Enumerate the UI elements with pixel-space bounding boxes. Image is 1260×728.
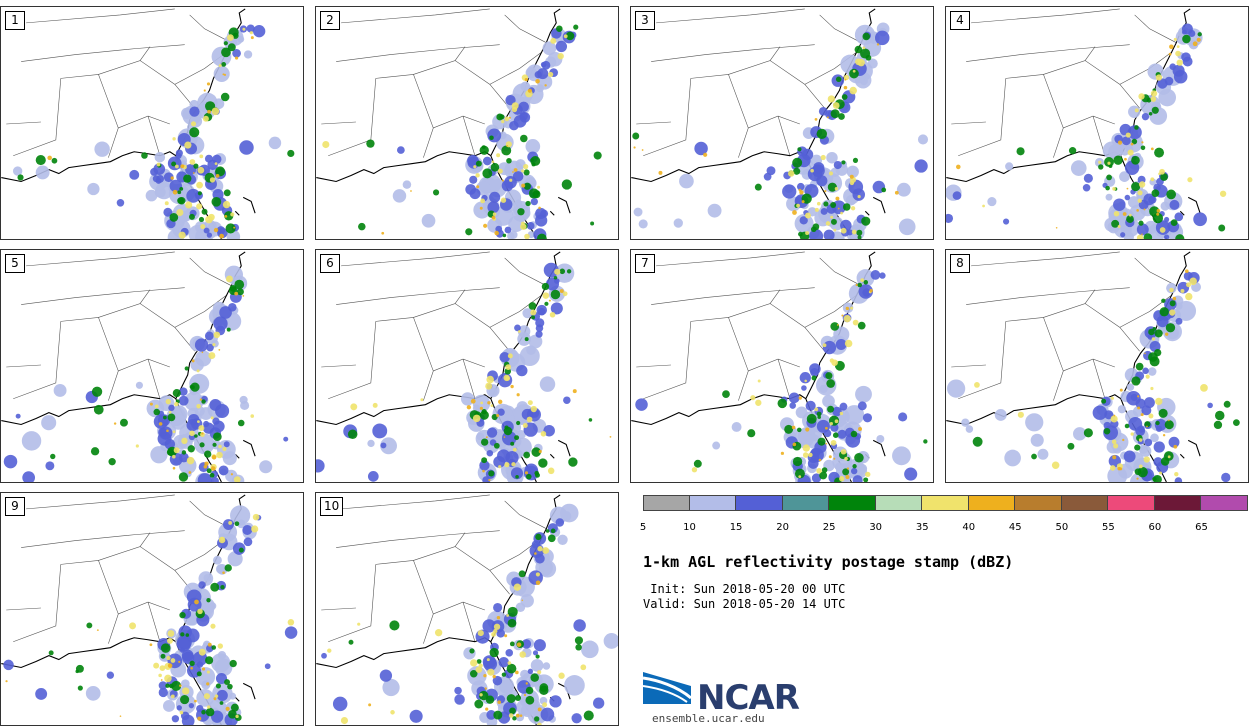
member-number-label: 3 xyxy=(635,11,655,30)
ensemble-member-panel: 8 xyxy=(945,249,1249,483)
plot-title: 1-km AGL reflectivity postage stamp (dBZ… xyxy=(643,553,1014,571)
colorbar-tick-label: 40 xyxy=(962,522,976,533)
init-time: Init: Sun 2018-05-20 00 UTC xyxy=(643,582,846,596)
member-number-label: 2 xyxy=(320,11,340,30)
reflectivity-map xyxy=(946,251,1240,482)
reflectivity-map xyxy=(316,251,612,482)
colorbar-segment xyxy=(922,495,969,511)
reflectivity-map xyxy=(1,8,295,239)
colorbar-segment xyxy=(1154,495,1202,511)
ncar-logo-icon xyxy=(643,672,692,704)
ensemble-member-panel: 5 xyxy=(0,249,304,483)
ensemble-member-panel: 2 xyxy=(315,6,619,240)
valid-time: Valid: Sun 2018-05-20 14 UTC xyxy=(643,597,846,611)
member-number-label: 10 xyxy=(320,497,344,516)
colorbar-tick-label: 50 xyxy=(1055,522,1069,533)
colorbar-segment xyxy=(1061,495,1109,511)
reflectivity-map xyxy=(316,494,618,725)
member-number-label: 9 xyxy=(5,497,25,516)
member-number-label: 4 xyxy=(950,11,970,30)
colorbar-tick-label: 25 xyxy=(822,522,836,533)
reflectivity-map xyxy=(631,8,929,239)
member-number-label: 7 xyxy=(635,254,655,273)
colorbar-segment xyxy=(968,495,1016,511)
reflectivity-map xyxy=(1,494,298,725)
colorbar-tick-label: 65 xyxy=(1195,522,1208,533)
ensemble-member-panel: 6 xyxy=(315,249,619,483)
reflectivity-map xyxy=(316,8,602,239)
colorbar-segment xyxy=(643,495,690,511)
colorbar-tick-label: 10 xyxy=(683,522,696,533)
colorbar-tick-label: 5 xyxy=(639,522,647,533)
reflectivity-map xyxy=(1,251,289,482)
colorbar-segment xyxy=(829,495,876,511)
reflectivity-map xyxy=(631,251,928,482)
colorbar-tick-label: 45 xyxy=(1008,522,1022,533)
colorbar-tick-label: 30 xyxy=(869,522,883,533)
colorbar-tick-label: 55 xyxy=(1102,522,1115,533)
colorbar-segment xyxy=(1108,495,1155,511)
ensemble-member-panel: 7 xyxy=(630,249,934,483)
member-number-label: 5 xyxy=(5,254,25,273)
colorbar-tick-label: 60 xyxy=(1148,522,1162,533)
colorbar-tick-label: 35 xyxy=(915,522,929,533)
ncar-logo-text: NCAR xyxy=(697,678,800,718)
colorbar-segment xyxy=(1015,495,1062,511)
colorbar-frame xyxy=(643,495,1248,511)
ensemble-member-panel: 9 xyxy=(0,492,304,726)
colorbar-segment xyxy=(875,495,923,511)
colorbar-segment xyxy=(736,495,783,511)
logo-url: ensemble.ucar.edu xyxy=(652,712,765,725)
colorbar-segment xyxy=(689,495,737,511)
member-number-label: 8 xyxy=(950,254,970,273)
ensemble-member-panel: 4 xyxy=(945,6,1249,240)
reflectivity-colorbar xyxy=(643,495,1248,515)
reflectivity-map xyxy=(946,8,1227,239)
ensemble-member-panel: 10 xyxy=(315,492,619,726)
ensemble-member-panel: 1 xyxy=(0,6,304,240)
member-number-label: 6 xyxy=(320,254,340,273)
colorbar-tick-label: 20 xyxy=(776,522,789,533)
member-number-label: 1 xyxy=(5,11,25,30)
colorbar-tick-label: 15 xyxy=(729,522,743,533)
colorbar-segment xyxy=(782,495,830,511)
ensemble-member-panel: 3 xyxy=(630,6,934,240)
